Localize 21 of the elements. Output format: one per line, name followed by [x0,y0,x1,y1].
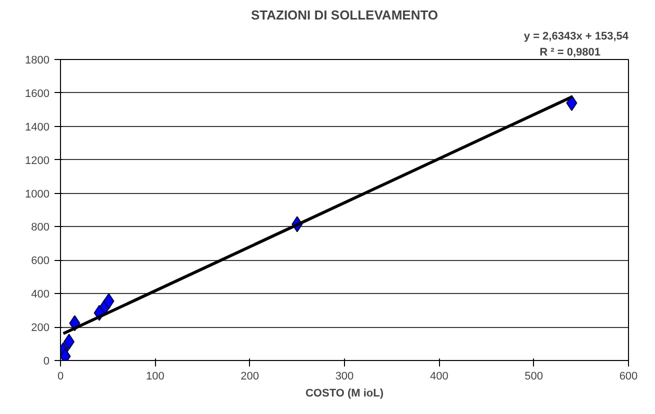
y-tick-label: 0 [43,356,50,368]
y-tick-label: 1200 [25,154,50,167]
y-tick-label: 600 [31,255,50,268]
x-axis-title: COSTO (M ioL) [305,388,384,400]
text: R ² = 0,9801 [540,46,600,58]
x-tick-label: 600 [619,370,638,382]
x-tick-label: 200 [240,370,260,382]
x-tick-label: 400 [430,370,448,382]
x-tick-label: 0 [57,370,64,382]
chart-title: STAZIONI DI SOLLEVAMENTO [250,8,438,22]
y-tick-label: 1600 [25,88,50,100]
text: y = 2,6343x + 153,54 [524,30,630,42]
y-tick-label: 1000 [25,188,50,200]
y-tick-label: 1400 [25,121,50,134]
y-tick-label: 400 [31,288,50,301]
x-tick-label: 500 [524,370,544,382]
x-tick-label: 100 [146,370,164,382]
x-tick-label: 300 [335,370,354,382]
y-tick-label: 800 [31,222,50,234]
y-tick-label: 200 [31,322,50,334]
y-tick-label: 1800 [25,54,50,66]
